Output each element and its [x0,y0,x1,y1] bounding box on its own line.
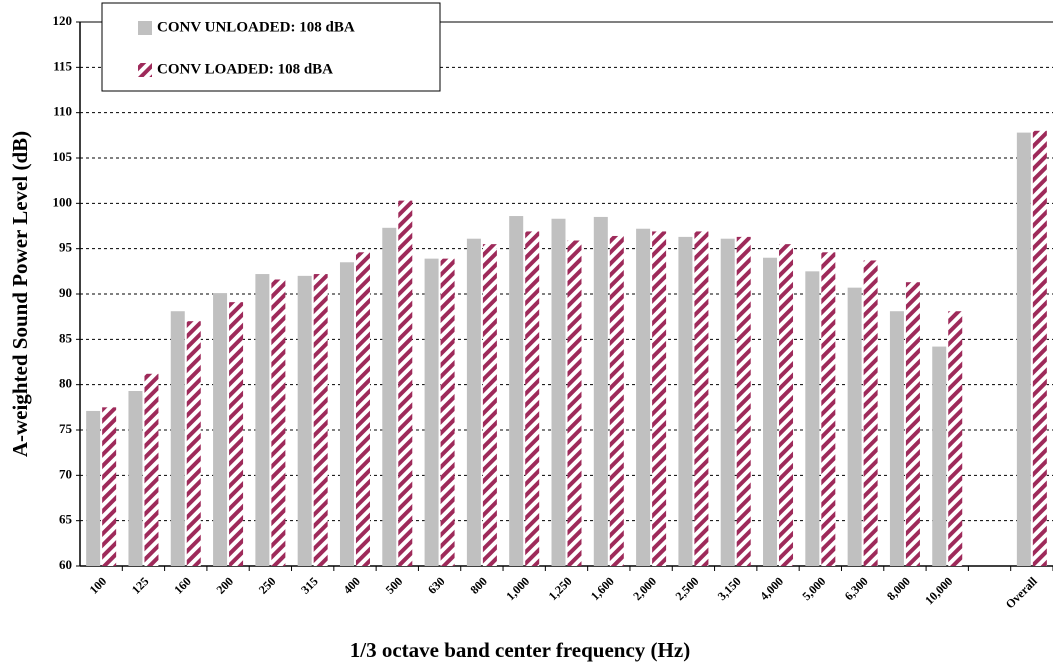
y-tick-label: 90 [59,285,72,300]
x-tick-label: 200 [214,574,237,597]
x-tick-label: 400 [340,574,363,597]
bar [736,236,751,566]
legend-label: CONV LOADED: 108 dBA [157,61,333,77]
bar [466,238,481,566]
x-tick-label: 4,000 [757,574,786,603]
bar [170,311,185,566]
y-tick-label: 105 [53,149,73,164]
bar [821,252,836,566]
bar [398,200,413,566]
bar [636,228,651,566]
x-tick-label: Overall [1003,574,1041,612]
bar [86,410,101,566]
y-tick-label: 115 [53,58,72,73]
bar [482,244,497,566]
bar [297,275,312,566]
x-tick-label: 2,500 [672,574,701,603]
x-tick-label: 160 [171,574,194,597]
bar [1016,132,1031,566]
x-tick-label: 630 [425,574,448,597]
bar [128,391,143,566]
x-tick-label: 1,600 [588,574,617,603]
bar [720,238,735,566]
bar [382,227,397,566]
bar [440,258,455,566]
y-axis-label: A-weighted Sound Power Level (dB) [8,131,32,457]
legend: CONV UNLOADED: 108 dBA CONV LOADED: 108 d… [101,2,441,92]
bar [255,274,270,566]
x-tick-label: 100 [87,574,110,597]
bar [847,287,862,566]
bar [551,218,566,566]
bar [213,293,228,566]
y-tick-label: 60 [59,557,72,572]
bar [144,373,159,566]
x-tick-label: 2,000 [630,574,659,603]
bar [805,271,820,566]
bar [525,231,540,566]
y-tick-label: 110 [53,104,72,119]
x-tick-label: 250 [256,574,279,597]
legend-swatch [138,21,152,35]
y-tick-label: 95 [59,240,73,255]
bar [339,262,354,566]
x-tick-label: 125 [129,574,152,597]
bar [271,279,286,566]
y-tick-label: 85 [59,330,73,345]
bar [509,216,524,566]
bar [313,274,328,566]
legend-swatch [138,63,152,77]
bar [186,321,201,566]
x-tick-label: 6,300 [842,574,871,603]
bar [593,216,608,566]
y-tick-label: 70 [59,466,72,481]
x-tick-label: 1,000 [503,574,532,603]
x-tick-label: 8,000 [884,574,913,603]
bar [102,407,117,566]
bar [889,311,904,566]
x-axis-label: 1/3 octave band center frequency (Hz) [350,638,690,662]
bar [779,244,794,566]
x-tick-label: 10,000 [922,574,955,607]
bar [609,235,624,566]
bar [355,252,370,566]
bar [678,236,693,566]
bar [932,346,947,566]
x-tick-label: 800 [467,574,490,597]
x-tick-label: 500 [383,574,406,597]
y-tick-label: 75 [59,421,73,436]
bar [694,231,709,566]
bar [229,302,244,566]
bar [863,260,878,566]
y-tick-label: 120 [53,13,73,28]
bar [905,282,920,566]
bar [567,240,582,567]
x-tick-label: 1,250 [546,574,575,603]
y-tick-label: 80 [59,376,72,391]
legend-box [101,2,441,92]
bar [1032,130,1047,567]
bar [652,231,667,566]
x-tick-label: 3,150 [715,574,744,603]
x-tick-label: 5,000 [799,574,828,603]
legend-label: CONV UNLOADED: 108 dBA [157,19,355,35]
bar [948,311,963,566]
bar [424,258,439,566]
y-tick-label: 100 [53,194,73,209]
bar [763,257,778,566]
y-tick-label: 65 [59,512,73,527]
x-tick-label: 315 [298,574,321,597]
